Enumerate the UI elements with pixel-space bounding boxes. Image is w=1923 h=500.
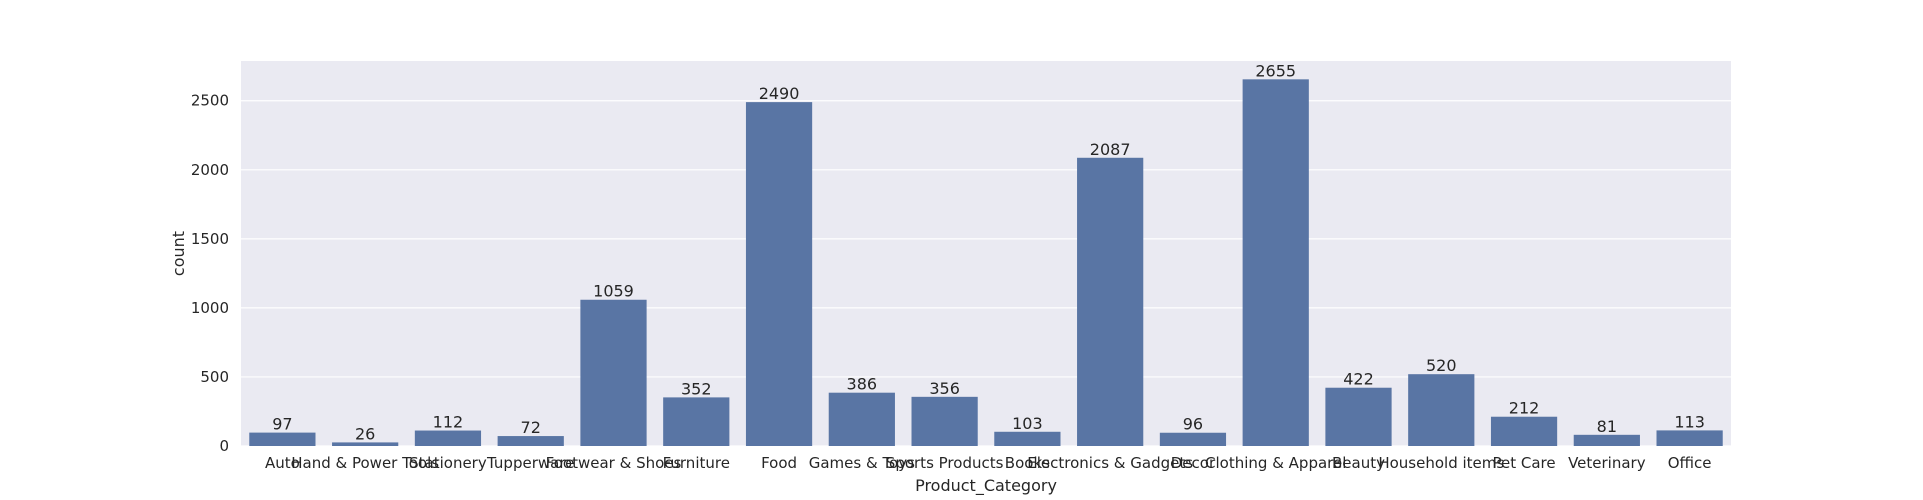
bar bbox=[580, 299, 647, 446]
y-tick-label: 2000 bbox=[191, 161, 229, 179]
bar bbox=[745, 102, 813, 446]
bar-value-label: 2490 bbox=[759, 84, 800, 103]
bar-value-label: 212 bbox=[1509, 399, 1540, 418]
x-tick-label: Pet Care bbox=[1492, 454, 1555, 472]
y-axis-label: count bbox=[169, 231, 188, 276]
bar-value-label: 422 bbox=[1343, 370, 1374, 389]
x-tick-label: Electronics & Gadgets bbox=[1027, 454, 1193, 472]
bar bbox=[414, 430, 482, 446]
bar-value-label: 112 bbox=[433, 413, 464, 432]
bar bbox=[828, 392, 895, 446]
bar bbox=[1656, 430, 1723, 446]
y-tick-label: 2500 bbox=[191, 92, 229, 110]
bar-value-label: 97 bbox=[272, 415, 292, 434]
y-tick-label: 0 bbox=[219, 437, 229, 455]
y-tick-label: 1000 bbox=[191, 299, 229, 317]
bar bbox=[1325, 387, 1392, 446]
x-tick-label: Office bbox=[1668, 454, 1712, 472]
x-tick-label: Clothing & Apparel bbox=[1205, 454, 1346, 472]
bar-value-label: 356 bbox=[929, 379, 960, 398]
bar bbox=[332, 442, 399, 446]
y-tick-labels: 0 500 1000 1500 2000 2500 bbox=[191, 92, 229, 455]
x-tick-label: Books bbox=[1005, 454, 1050, 472]
y-tick-label: 1500 bbox=[191, 230, 229, 248]
bar bbox=[497, 436, 564, 446]
bar bbox=[1159, 432, 1227, 446]
bar-value-label: 103 bbox=[1012, 414, 1043, 433]
bar-value-label: 1059 bbox=[593, 282, 634, 301]
bar bbox=[249, 432, 316, 446]
bar bbox=[994, 431, 1061, 446]
x-tick-label: Food bbox=[761, 454, 797, 472]
x-tick-label: Hand & Power Tools bbox=[291, 454, 439, 472]
bar-value-label: 2087 bbox=[1090, 140, 1131, 159]
x-tick-label: Tupperware bbox=[486, 454, 574, 472]
x-tick-label: Veterinary bbox=[1568, 454, 1646, 472]
bar-value-label: 2655 bbox=[1255, 61, 1296, 80]
bar bbox=[1077, 157, 1144, 446]
bars bbox=[249, 79, 1723, 446]
bar-value-label: 113 bbox=[1674, 412, 1705, 431]
x-tick-label: Decor bbox=[1171, 454, 1216, 472]
bar bbox=[1573, 434, 1640, 446]
bar-value-label: 81 bbox=[1597, 417, 1617, 436]
bar bbox=[663, 397, 730, 446]
bar bbox=[1490, 416, 1558, 446]
bar-value-label: 520 bbox=[1426, 356, 1457, 375]
bar-value-label: 352 bbox=[681, 379, 712, 398]
bar-value-label: 26 bbox=[355, 424, 375, 443]
bar-value-label: 72 bbox=[521, 418, 541, 437]
bar bbox=[1408, 374, 1475, 446]
plot-area bbox=[241, 61, 1731, 446]
bar-value-label: 386 bbox=[847, 375, 878, 394]
x-tick-label: Games & Toys bbox=[809, 454, 915, 472]
bar bbox=[911, 396, 978, 446]
x-tick-label: Sports Products bbox=[886, 454, 1004, 472]
x-tick-label: Beauty bbox=[1332, 454, 1385, 472]
bar-value-labels: 97 26 112 72 1059 352 2490 386 356 103 2087 96 2655 4… bbox=[272, 61, 1705, 443]
x-axis-label: Product_Category bbox=[915, 476, 1057, 496]
x-tick-label: Household items bbox=[1378, 454, 1504, 472]
y-tick-label: 500 bbox=[200, 368, 229, 386]
bar-value-label: 96 bbox=[1183, 415, 1203, 434]
bar bbox=[1242, 79, 1309, 446]
grid-lines bbox=[241, 100, 1731, 447]
x-tick-label: Footwear & Shoes bbox=[546, 454, 682, 472]
x-tick-label: Furniture bbox=[663, 454, 730, 472]
x-tick-label: Stationery bbox=[409, 454, 487, 472]
x-tick-label: Auto bbox=[265, 454, 300, 472]
